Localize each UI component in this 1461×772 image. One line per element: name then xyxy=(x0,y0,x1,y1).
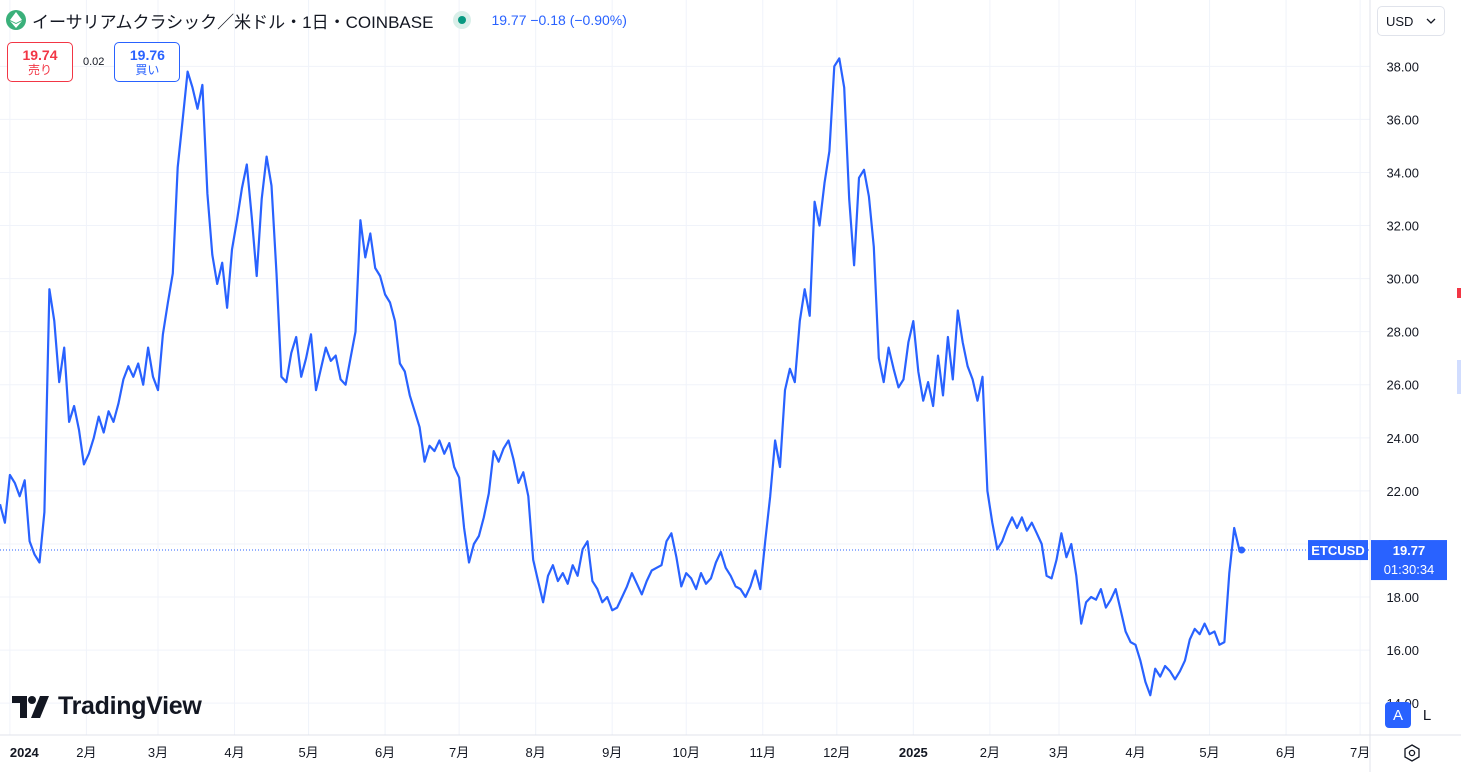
currency-select[interactable]: USD xyxy=(1377,6,1445,36)
price-series-line xyxy=(0,57,1242,697)
time-tick-label: 7月 xyxy=(1350,745,1370,760)
ethereum-classic-icon xyxy=(6,10,26,30)
logo-text: TradingView xyxy=(58,692,202,720)
time-tick-label: 2025 xyxy=(899,745,928,760)
price-tick-label: 34.00 xyxy=(1386,165,1419,180)
time-tick-label: 5月 xyxy=(1199,745,1219,760)
price-tick-label: 22.00 xyxy=(1386,484,1419,499)
gear-icon xyxy=(1404,744,1420,762)
trade-panel: 19.74 売り 0.02 19.76 買い xyxy=(7,42,181,82)
time-tick-label: 7月 xyxy=(449,745,469,760)
price-tick-label: 30.00 xyxy=(1386,272,1419,287)
time-axis: 2024 2月 3月 4月 5月 6月 7月 8月 9月 10月 11月 12月 2025 2月 3月 4月 5… xyxy=(10,745,1370,760)
side-marker-red xyxy=(1457,288,1461,298)
last-price-tag xyxy=(1371,540,1447,581)
tradingview-logo[interactable]: TradingView xyxy=(12,692,202,721)
sell-button[interactable]: 19.74 売り xyxy=(7,42,73,82)
time-tick-label: 2月 xyxy=(76,745,96,760)
time-tick-label: 10月 xyxy=(672,745,699,760)
last-price-dot xyxy=(1238,546,1246,554)
price-change-info: 19.77 −0.18 (−0.90%) xyxy=(491,12,627,28)
symbol-title[interactable]: イーサリアムクラシック／米ドル・1日・COINBASE xyxy=(32,12,434,32)
log-scale-button[interactable]: L xyxy=(1422,706,1432,724)
goto-realtime-button[interactable] xyxy=(1398,740,1426,766)
buy-price: 19.76 xyxy=(129,47,165,63)
spread-value: 0.02 xyxy=(83,56,105,68)
time-tick-label: 6月 xyxy=(375,745,395,760)
price-tick-label: 38.00 xyxy=(1386,59,1419,74)
price-tick-label: 36.00 xyxy=(1386,112,1419,127)
market-status-icon[interactable] xyxy=(453,11,472,29)
buy-label: 買い xyxy=(135,63,160,77)
time-tick-label: 2月 xyxy=(980,745,1000,760)
sell-label: 売り xyxy=(27,63,52,77)
price-tick-label: 24.00 xyxy=(1386,431,1419,446)
price-tick-label: 26.00 xyxy=(1386,378,1419,393)
bar-countdown: 01:30:34 xyxy=(1384,562,1435,577)
tradingview-logo-icon xyxy=(12,695,49,718)
buy-button[interactable]: 19.76 買い xyxy=(114,42,181,82)
time-tick-label: 12月 xyxy=(823,745,850,760)
time-tick-label: 4月 xyxy=(1125,745,1145,760)
time-tick-label: 5月 xyxy=(298,745,318,760)
time-tick-label: 4月 xyxy=(224,745,244,760)
price-tick-label: 18.00 xyxy=(1386,590,1419,605)
time-tick-label: 6月 xyxy=(1276,745,1296,760)
time-tick-label: 3月 xyxy=(148,745,168,760)
time-tick-label: 11月 xyxy=(750,745,777,760)
auto-scale-button[interactable]: A xyxy=(1385,702,1411,728)
sell-price: 19.74 xyxy=(22,47,58,63)
price-axis: 14.0016.0018.0020.0022.0024.0026.0028.00… xyxy=(1386,59,1419,711)
grid-lines xyxy=(0,0,1370,735)
time-tick-label: 8月 xyxy=(526,745,546,760)
side-marker-blue xyxy=(1457,360,1461,394)
currency-label: USD xyxy=(1386,13,1414,29)
symbol-tag xyxy=(1308,540,1368,561)
price-tick-label: 16.00 xyxy=(1386,643,1419,658)
price-tick-label: 32.00 xyxy=(1386,219,1419,234)
time-tick-label: 3月 xyxy=(1049,745,1069,760)
price-tick-label: 28.00 xyxy=(1386,325,1419,340)
time-tick-label: 2024 xyxy=(10,745,40,760)
chevron-down-icon xyxy=(1426,18,1436,24)
last-price-labels: ETCUSD 19.77 01:30:34 xyxy=(1308,540,1447,581)
time-tick-label: 9月 xyxy=(602,745,622,760)
chart-header: イーサリアムクラシック／米ドル・1日・COINBASE 19.77 −0.18 … xyxy=(6,6,627,34)
symbol-tag-text: ETCUSD xyxy=(1311,543,1364,558)
last-price-value: 19.77 xyxy=(1393,543,1426,558)
